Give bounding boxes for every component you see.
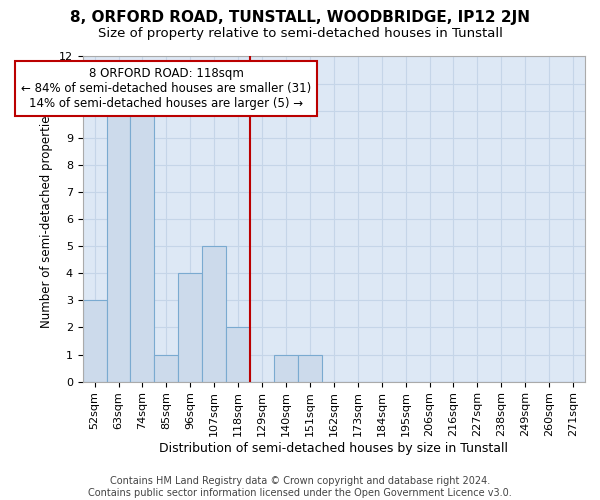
Bar: [226, 328, 250, 382]
X-axis label: Distribution of semi-detached houses by size in Tunstall: Distribution of semi-detached houses by …: [160, 442, 508, 455]
Bar: [202, 246, 226, 382]
Bar: [107, 110, 130, 382]
Bar: [274, 354, 298, 382]
Text: Size of property relative to semi-detached houses in Tunstall: Size of property relative to semi-detach…: [98, 28, 502, 40]
Y-axis label: Number of semi-detached properties: Number of semi-detached properties: [40, 110, 53, 328]
Bar: [83, 300, 107, 382]
Bar: [178, 273, 202, 382]
Text: Contains HM Land Registry data © Crown copyright and database right 2024.
Contai: Contains HM Land Registry data © Crown c…: [88, 476, 512, 498]
Bar: [130, 110, 154, 382]
Text: 8, ORFORD ROAD, TUNSTALL, WOODBRIDGE, IP12 2JN: 8, ORFORD ROAD, TUNSTALL, WOODBRIDGE, IP…: [70, 10, 530, 25]
Bar: [298, 354, 322, 382]
Bar: [154, 354, 178, 382]
Text: 8 ORFORD ROAD: 118sqm
← 84% of semi-detached houses are smaller (31)
14% of semi: 8 ORFORD ROAD: 118sqm ← 84% of semi-deta…: [21, 68, 311, 110]
